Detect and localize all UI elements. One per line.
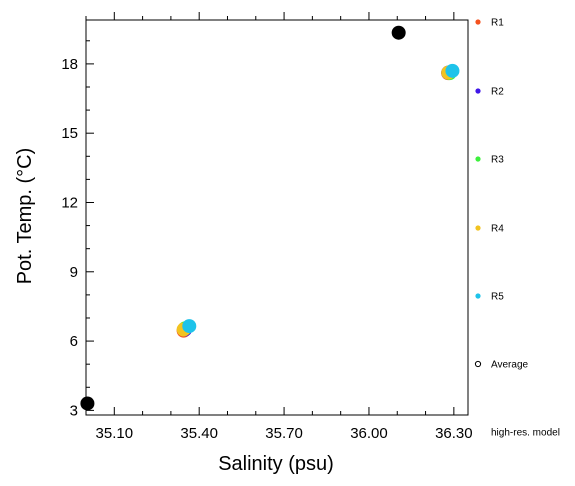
axis-ticks: 35.10 35.40 35.70 36.00 36.30 3 6 9 12 15 18: [61, 12, 473, 442]
legend-marker: [475, 156, 481, 162]
y-tick-label: 6: [70, 333, 78, 350]
legend-item: Average: [474, 360, 529, 371]
data-point-r5: [182, 319, 197, 334]
legend-marker: [475, 225, 481, 231]
legend-label: R2: [491, 87, 504, 98]
legend-label: R1: [491, 18, 504, 29]
y-axis-title: Pot. Temp. (°C): [14, 148, 36, 285]
data-points: [80, 25, 460, 411]
x-tick-label: 36.30: [435, 425, 473, 442]
legend-label: R5: [491, 292, 504, 303]
x-tick-label: 35.70: [265, 425, 303, 442]
legend-item: R5: [475, 292, 504, 303]
y-tick-label: 12: [61, 194, 78, 211]
y-tick-label: 3: [70, 402, 78, 419]
x-axis-title: Salinity (psu): [218, 453, 334, 475]
legend-label: R3: [491, 155, 504, 166]
y-tick-label: 18: [61, 56, 78, 73]
x-tick-label: 35.10: [96, 425, 134, 442]
data-point-high-res-model: [80, 396, 95, 411]
x-tick-label: 35.40: [180, 425, 218, 442]
data-point-high-res-model: [391, 25, 406, 40]
legend-marker: [475, 293, 481, 299]
legend-marker: [475, 19, 481, 25]
legend-item: R2: [475, 87, 504, 98]
legend-label: Average: [491, 360, 529, 371]
legend-item: high-res. model: [491, 428, 560, 439]
plot-frame: [85, 19, 469, 416]
legend-marker: [475, 88, 481, 94]
legend: R1 R2 R3 R4 R5 Average high-res. model: [474, 18, 560, 439]
legend-item: R1: [475, 18, 504, 29]
legend-label: high-res. model: [491, 428, 560, 439]
x-tick-label: 36.00: [350, 425, 388, 442]
y-tick-label: 15: [61, 125, 78, 142]
legend-item: R3: [475, 155, 504, 166]
legend-label: R4: [491, 224, 504, 235]
legend-item: R4: [475, 224, 504, 235]
y-tick-label: 9: [70, 264, 78, 281]
data-point-r5: [445, 63, 460, 78]
legend-marker: [474, 360, 482, 368]
